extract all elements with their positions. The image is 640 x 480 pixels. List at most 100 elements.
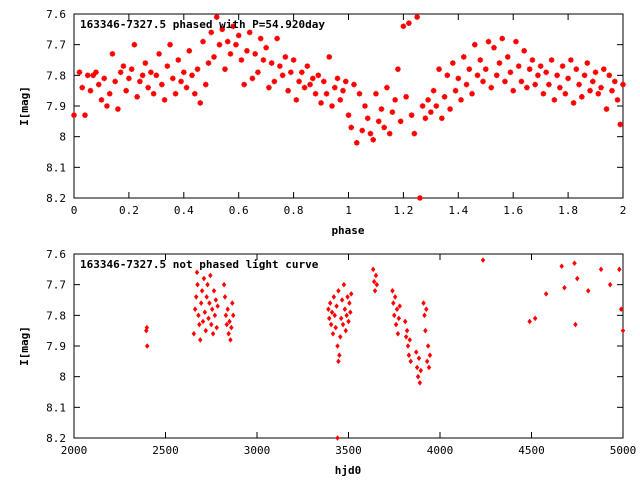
- data-point: [197, 100, 204, 106]
- data-point: [87, 87, 94, 94]
- y-axis-ticks: 7.6 7.7 7.8 7.9 8 8.1 8.2: [46, 8, 623, 205]
- data-point: [296, 78, 302, 85]
- data-point: [348, 124, 355, 131]
- y-tick-label: 7.6: [46, 8, 66, 21]
- y-tick-label: 8.2: [46, 192, 66, 205]
- phased-light-curve-panel: 0 0.2 0.4 0.6 0.8 1 1.2 1.4 1.6 1.8 2 7.6 7.7 7.8 7.9…: [18, 8, 626, 237]
- data-point: [507, 69, 514, 76]
- data-point: [482, 66, 489, 72]
- data-point: [331, 294, 337, 300]
- x-axis-ticks: 2000 2500 3000 3500 4000 4500 5000: [61, 254, 636, 457]
- data-point: [345, 294, 350, 300]
- data-point: [576, 81, 582, 88]
- data-point: [570, 100, 577, 106]
- data-point: [395, 330, 401, 337]
- data-point: [559, 63, 566, 69]
- data-point: [318, 100, 324, 106]
- data-point: [260, 57, 267, 63]
- y-tick-label: 8.1: [46, 161, 66, 174]
- data-point: [374, 281, 380, 288]
- y-tick-label: 7.7: [46, 39, 66, 52]
- plot-frame: [73, 253, 624, 439]
- data-point: [328, 321, 334, 328]
- data-point: [381, 124, 387, 131]
- data-point: [403, 94, 409, 100]
- data-point: [426, 364, 432, 371]
- data-point: [364, 115, 371, 122]
- data-point: [315, 72, 322, 79]
- data-point: [189, 72, 195, 79]
- data-point: [471, 41, 478, 48]
- data-point: [344, 312, 349, 319]
- data-point: [312, 90, 319, 97]
- data-point: [404, 327, 410, 334]
- data-point: [565, 75, 571, 82]
- data-point: [345, 112, 352, 118]
- data-point: [362, 103, 368, 109]
- data-point: [518, 78, 525, 85]
- data-point: [436, 66, 442, 72]
- data-point: [213, 14, 220, 20]
- data-point: [109, 51, 116, 57]
- data-point: [573, 321, 578, 328]
- y-tick-label: 8.2: [46, 432, 66, 445]
- data-point: [224, 321, 230, 328]
- data-point: [211, 54, 217, 60]
- data-point: [598, 84, 604, 91]
- y-tick-label: 7.7: [46, 279, 66, 292]
- data-point: [584, 60, 591, 66]
- data-point: [230, 300, 235, 306]
- data-point: [390, 288, 395, 294]
- data-point: [607, 281, 613, 288]
- data-point: [491, 44, 497, 51]
- data-point: [201, 275, 207, 282]
- data-point: [181, 69, 187, 76]
- data-point: [340, 87, 346, 94]
- data-point: [156, 51, 162, 57]
- data-point: [488, 84, 495, 91]
- data-point: [540, 90, 547, 97]
- x-tick-label: 2500: [152, 444, 179, 457]
- x-tick-label: 2: [620, 204, 627, 217]
- data-point: [172, 90, 179, 97]
- data-point: [326, 306, 331, 312]
- data-point: [200, 38, 206, 45]
- data-point: [197, 321, 202, 328]
- data-point: [337, 97, 344, 103]
- data-point: [226, 330, 231, 337]
- data-point: [614, 97, 621, 103]
- data-point: [414, 364, 420, 371]
- data-point: [229, 324, 234, 331]
- data-point: [424, 358, 430, 365]
- data-point: [115, 106, 121, 112]
- data-point: [335, 435, 340, 441]
- data-point: [223, 312, 229, 319]
- data-point: [225, 306, 230, 312]
- data-point: [216, 41, 223, 48]
- data-point: [82, 112, 88, 118]
- data-point: [587, 87, 593, 94]
- data-point: [408, 358, 413, 365]
- data-point: [213, 297, 219, 303]
- data-point: [342, 78, 349, 85]
- x-tick-label: 4500: [518, 444, 545, 457]
- data-point: [403, 334, 409, 340]
- data-point: [211, 288, 217, 294]
- data-point: [480, 78, 486, 85]
- data-point: [221, 281, 227, 288]
- data-point: [477, 57, 484, 63]
- data-point: [329, 103, 335, 109]
- data-point: [214, 324, 219, 331]
- data-point: [285, 87, 291, 94]
- data-point: [595, 90, 602, 97]
- data-point: [161, 97, 168, 103]
- data-point: [422, 312, 427, 319]
- data-point: [359, 127, 366, 134]
- data-point: [419, 103, 426, 109]
- data-point: [196, 312, 201, 319]
- data-point: [347, 300, 352, 306]
- data-point: [145, 84, 151, 91]
- data-point: [323, 90, 330, 97]
- data-point: [194, 66, 201, 72]
